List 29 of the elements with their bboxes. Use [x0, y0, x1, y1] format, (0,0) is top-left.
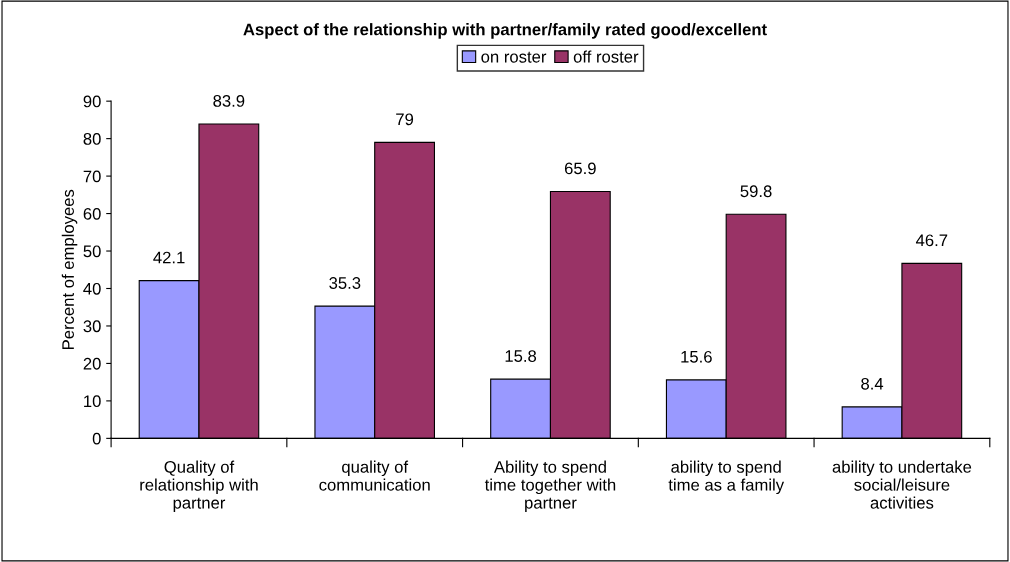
chart-title: Aspect of the relationship with partner/family rated good/excellent [243, 23, 767, 39]
y-tick-label: 80 [83, 133, 101, 145]
data-label: 65.9 [564, 162, 596, 175]
x-tick-label: Ability to spend time together with partner [484, 460, 616, 513]
data-label: 83.9 [213, 95, 245, 107]
data-label: 79 [396, 113, 414, 126]
x-tick-label: quality of communication [319, 460, 430, 491]
data-label: 15.6 [681, 350, 712, 363]
x-tick-label: Quality of relationship with partner [140, 460, 258, 513]
y-tick-label: 0 [92, 432, 101, 445]
legend-label: off roster [573, 50, 639, 63]
data-label: 8.4 [861, 377, 884, 390]
legend-label: on roster [481, 51, 547, 63]
data-label: 59.8 [740, 185, 772, 198]
x-tick-label: ability to undertake social/leisure activities [832, 460, 972, 509]
x-tick-label: ability to spend time as a family [668, 460, 785, 495]
y-axis-title: Percent of employees [61, 189, 78, 349]
data-label: 15.8 [505, 350, 537, 362]
y-tick-label: 30 [83, 320, 101, 333]
y-tick-label: 40 [83, 282, 101, 295]
data-label: 35.3 [329, 277, 361, 289]
y-tick-label: 70 [83, 170, 101, 183]
y-tick-label: 90 [83, 95, 101, 108]
data-label: 46.7 [915, 234, 948, 247]
data-label: 42.1 [153, 251, 185, 264]
y-tick-label: 10 [84, 395, 101, 408]
y-tick-label: 50 [83, 245, 101, 258]
y-tick-label: 60 [83, 207, 101, 220]
y-tick-label: 20 [83, 357, 101, 370]
